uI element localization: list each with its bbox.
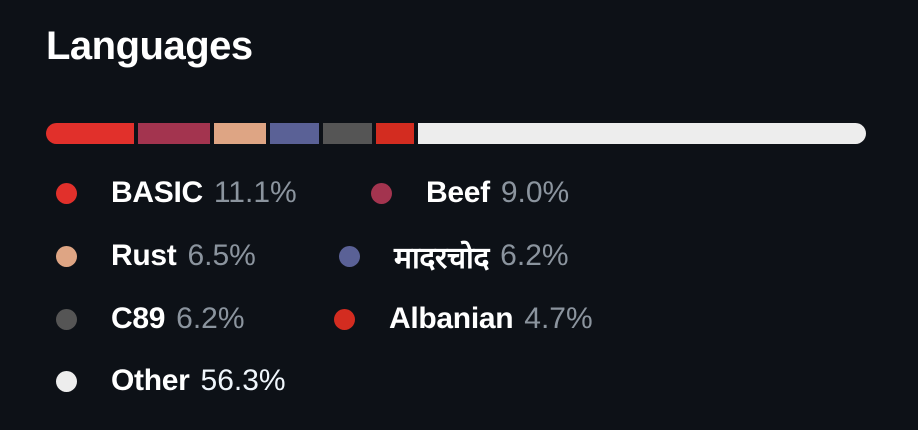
language-percent: 11.1% [213,176,297,209]
color-dot-icon [56,245,77,267]
legend-item-c89[interactable]: C89 6.2% [56,297,245,341]
progress-segment-madarchod [269,123,320,144]
language-percent: 9.0% [500,176,570,209]
progress-segment-beef [138,123,210,144]
language-percent: 6.2% [176,302,245,335]
language-progress-bar [46,123,866,144]
progress-segment-other [417,123,866,144]
color-dot-icon [339,245,360,267]
language-percent: 6.2% [500,239,569,272]
color-dot-icon [56,308,77,330]
legend-item-rust[interactable]: Rust 6.5% [56,234,256,278]
language-percent: 4.7% [524,302,593,335]
language-name: Albanian [389,302,514,335]
section-title: Languages [46,24,253,68]
language-name: Other [111,364,190,397]
legend-item-madarchod[interactable]: मादरचोद 6.2% [339,234,569,278]
legend-item-basic[interactable]: BASIC 11.1% [56,171,297,215]
color-dot-icon [56,370,77,392]
legend-item-beef[interactable]: Beef 9.0% [371,171,569,215]
legend-item-other[interactable]: Other 56.3% [56,359,286,403]
color-dot-icon [56,182,77,204]
legend-item-albanian[interactable]: Albanian 4.7% [334,297,593,341]
progress-segment-albanian [376,123,414,144]
progress-segment-basic [46,123,135,144]
progress-segment-rust [214,123,266,144]
language-percent: 6.5% [187,239,256,272]
language-name: Beef [426,176,490,209]
language-name: मादरचोद [394,241,490,275]
language-name: Rust [111,239,177,272]
language-name: C89 [111,302,166,335]
language-name: BASIC [111,176,203,209]
language-percent: 56.3% [200,364,286,397]
progress-segment-c89 [323,123,373,144]
color-dot-icon [334,308,355,330]
color-dot-icon [371,182,392,204]
